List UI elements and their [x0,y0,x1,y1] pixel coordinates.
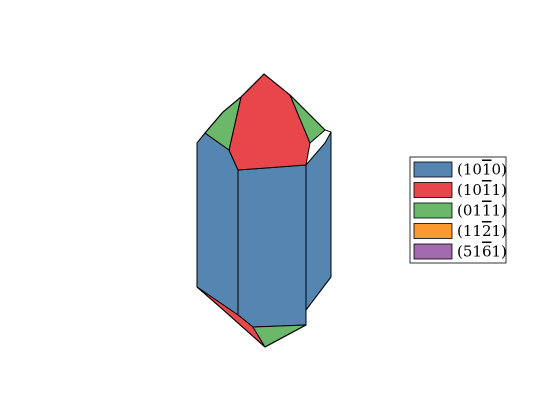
legend-label: (1010) [457,161,507,179]
legend-swatch [413,223,453,239]
legend: (1010) (1011) (0111) (1121) (5161) [409,156,507,264]
crystal-shape [196,73,332,348]
prism-face-right [305,131,332,326]
legend-swatch [413,243,453,260]
crystal-bottom-outline [196,276,332,348]
prism-face-left [196,132,239,316]
prism-face-front [237,164,307,328]
legend-swatch [413,161,453,178]
legend-swatch [413,202,453,219]
legend-label: (5161) [457,243,507,261]
legend-label: (0111) [457,202,507,220]
crystal-outline [196,73,332,144]
rhombohedron-face-top-front [228,73,311,171]
legend-label: (1121) [457,222,507,240]
legend-label: (1011) [457,181,507,199]
legend-swatch [413,182,453,198]
